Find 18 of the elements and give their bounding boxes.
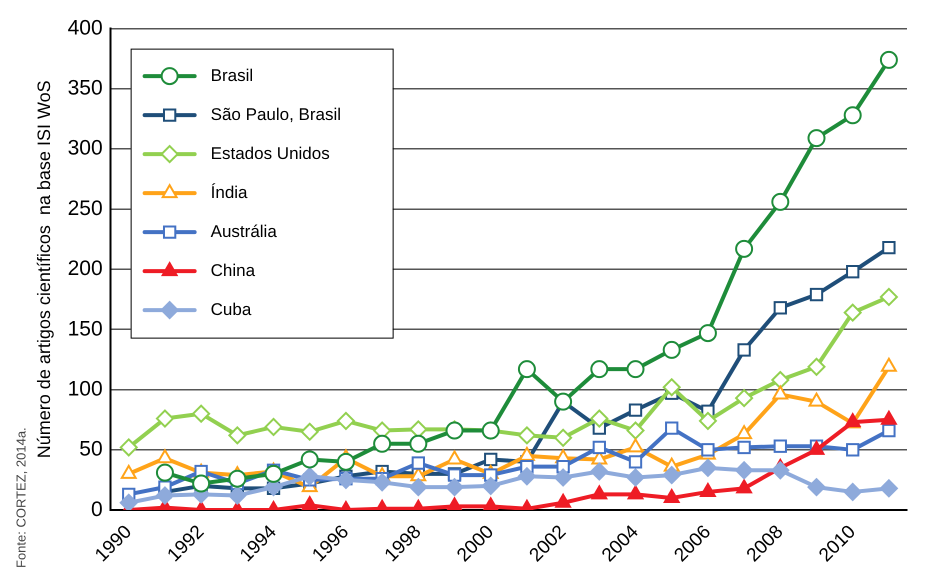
- y-tick-label: 350: [68, 76, 103, 100]
- y-tick-label: 0: [90, 498, 103, 521]
- source-note: Fonte: CORTEZ, 2014a.: [14, 427, 29, 568]
- y-tick-label: 400: [68, 16, 103, 40]
- legend-label: Índia: [210, 182, 248, 202]
- y-tick-label: 200: [68, 257, 103, 280]
- legend-label: Austrália: [210, 222, 278, 241]
- y-tick-label: 250: [68, 196, 103, 220]
- y-tick-label: 100: [68, 377, 103, 400]
- y-tick-label: 300: [68, 136, 103, 160]
- y-axis-title: Número de artigos científicos na base ISI WoS: [34, 80, 54, 458]
- legend-label: Cuba: [210, 300, 252, 319]
- y-tick-label: 50: [79, 438, 103, 461]
- y-tick-label: 150: [68, 317, 103, 340]
- legend-label: Estados Unidos: [210, 144, 330, 163]
- legend-label: Brasil: [210, 66, 254, 85]
- legend-label: China: [210, 260, 256, 280]
- legend-label: São Paulo, Brasil: [210, 104, 342, 124]
